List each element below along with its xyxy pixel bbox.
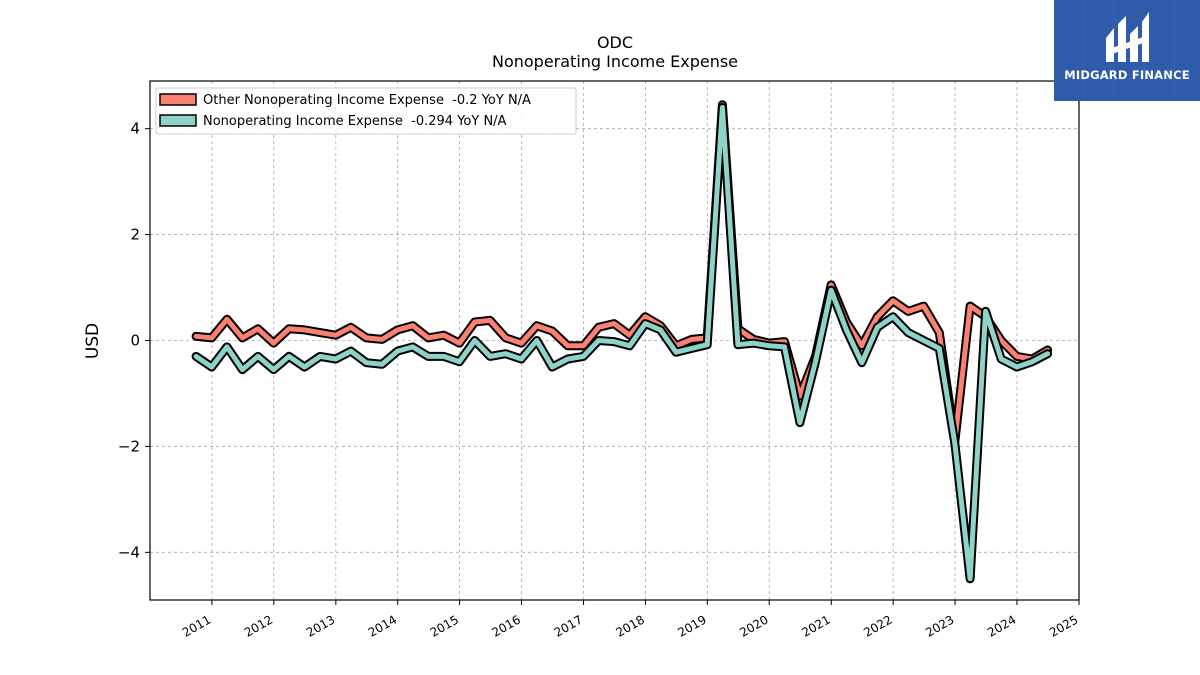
y-axis-label: USD xyxy=(83,323,103,359)
x-tick-label: 2011 xyxy=(180,612,213,639)
x-tick-label: 2023 xyxy=(923,612,956,639)
x-tick-label: 2024 xyxy=(985,612,1018,639)
legend-label-nonop: Nonoperating Income Expense -0.294 YoY N… xyxy=(203,114,507,129)
y-tick-label: 0 xyxy=(130,332,140,350)
logo-mark-icon xyxy=(1054,0,1200,101)
x-tick-label: 2025 xyxy=(1047,612,1080,639)
series-line-0 xyxy=(193,102,1051,444)
y-tick-label: −4 xyxy=(118,543,140,561)
axis-ticks: −4 −2 0 2 4 2011 2012 2013 2014 2015 2016 2017 2018 2… xyxy=(118,120,1081,640)
x-tick-label: 2016 xyxy=(490,612,523,639)
legend-swatch-other xyxy=(159,93,197,106)
x-tick-label: 2020 xyxy=(737,612,770,639)
legend: Other Nonoperating Income Expense -0.2 Y… xyxy=(155,87,577,135)
x-tick-label: 2013 xyxy=(304,612,337,639)
legend-swatch-nonop xyxy=(159,114,197,127)
legend-box xyxy=(155,87,577,135)
series-line-1 xyxy=(193,105,1051,582)
logo-text: MIDGARD FINANCE xyxy=(1064,68,1190,82)
x-tick-label: 2017 xyxy=(552,612,585,639)
legend-label-other: Other Nonoperating Income Expense -0.2 Y… xyxy=(203,93,531,108)
x-tick-label: 2022 xyxy=(861,612,894,639)
y-tick-label: 4 xyxy=(130,120,140,138)
y-tick-label: 2 xyxy=(130,226,140,244)
x-tick-label: 2012 xyxy=(242,612,275,639)
x-tick-label: 2014 xyxy=(366,612,399,639)
x-tick-label: 2015 xyxy=(428,612,461,639)
series-lines xyxy=(191,100,1053,584)
x-tick-label: 2019 xyxy=(675,612,708,639)
y-tick-label: −2 xyxy=(118,437,140,455)
midgard-finance-logo: MIDGARD FINANCE xyxy=(1054,0,1200,101)
x-tick-label: 2018 xyxy=(613,612,646,639)
series-outline-0 xyxy=(191,100,1053,446)
chart-subtitle: Nonoperating Income Expense xyxy=(492,52,738,71)
chart-title: ODC xyxy=(597,33,633,52)
x-tick-label: 2021 xyxy=(799,612,832,639)
